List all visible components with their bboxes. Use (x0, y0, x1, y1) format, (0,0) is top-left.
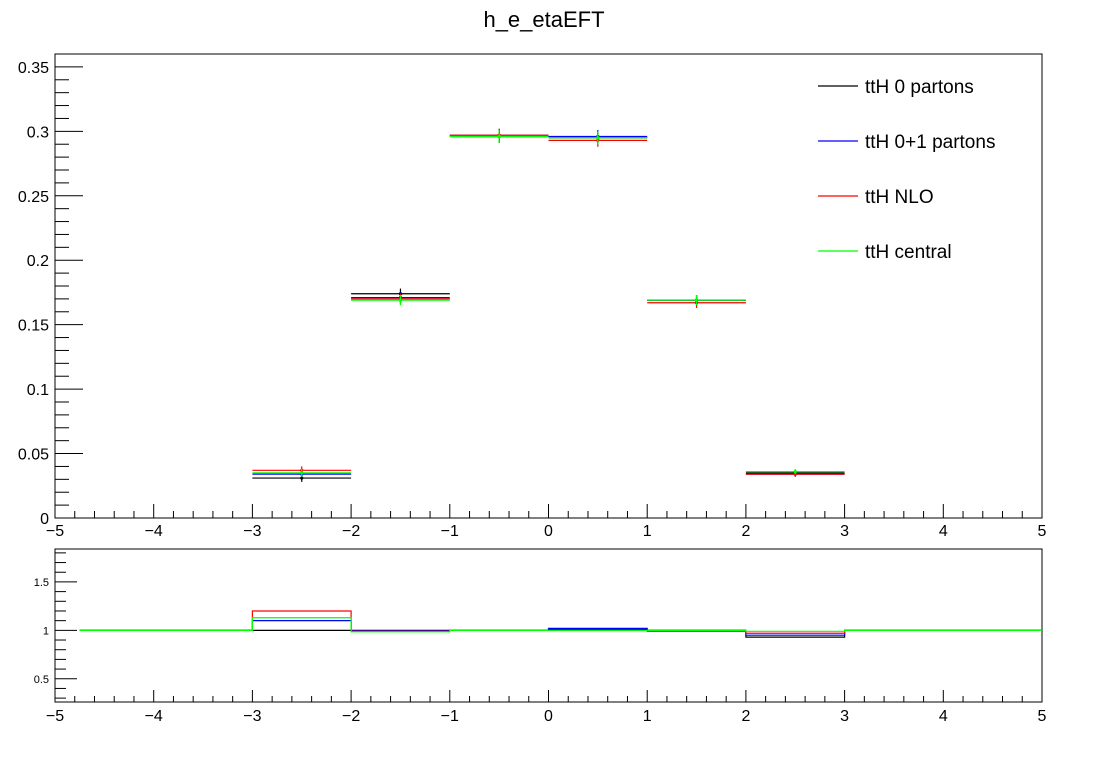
x-tick-label: −2 (342, 708, 360, 725)
chart-title: h_e_etaEFT (483, 7, 604, 32)
legend-label: ttH 0+1 partons (865, 132, 995, 153)
x-tick-label: −3 (243, 523, 261, 540)
data-point-marker (793, 470, 797, 474)
data-point-marker (497, 134, 501, 139)
data-point-marker (398, 298, 403, 302)
main-plot-frame (54, 53, 1043, 519)
ratio-plot-pad: −5 −4 −3 −2 −1 0 1 2 3 4 5 0.5 1 1.5 (34, 548, 1047, 725)
x-tick-label: −1 (441, 523, 459, 540)
y-tick-label: 0.35 (18, 60, 49, 77)
y-tick-label: 0.3 (27, 124, 49, 141)
data-point-marker (596, 136, 600, 140)
legend-label: ttH NLO (865, 187, 934, 208)
y-tick-label: 0.5 (34, 674, 49, 686)
data-point-marker (694, 298, 699, 302)
x-tick-label: 0 (544, 708, 553, 725)
x-tick-label: −1 (441, 708, 459, 725)
y-tick-label: 0.1 (27, 382, 49, 399)
legend: ttH 0 partons ttH 0+1 partons ttH NLO ttH c… (818, 77, 995, 263)
x-tick-label: 1 (643, 708, 652, 725)
legend-label: ttH 0 partons (865, 77, 974, 98)
x-tick-label: 2 (741, 523, 750, 540)
x-tick-label: 5 (1038, 523, 1047, 540)
x-tick-label: 3 (840, 708, 849, 725)
x-tick-label: 5 (1038, 708, 1047, 725)
ratio-plot-frame (54, 548, 1043, 703)
y-tick-label: 0 (40, 511, 49, 528)
x-tick-label: −5 (46, 708, 64, 725)
y-tick-label: 1 (43, 625, 49, 637)
y-tick-label: 0.05 (18, 447, 49, 464)
ratio-series-tth-central (79, 617, 1042, 633)
x-tick-label: −3 (243, 708, 261, 725)
series-tth-central (252, 130, 845, 477)
ratio-series-tth-0-1-partons (79, 620, 1042, 636)
y-tick-label: 0.2 (27, 253, 49, 270)
y-tick-label: 1.5 (34, 577, 49, 589)
x-tick-label: 3 (840, 523, 849, 540)
legend-label: ttH central (865, 242, 952, 263)
x-tick-label: 0 (544, 523, 553, 540)
x-tick-label: 4 (939, 708, 948, 725)
x-tick-label: 1 (643, 523, 652, 540)
x-tick-label: −2 (342, 523, 360, 540)
x-tick-label: 4 (939, 523, 948, 540)
series-tth-0-partons (252, 130, 845, 482)
y-tick-label: 0.15 (18, 318, 49, 335)
x-tick-label: 2 (741, 708, 750, 725)
series-tth-nlo (252, 128, 845, 477)
x-tick-label: −4 (145, 523, 163, 540)
x-tick-label: −4 (145, 708, 163, 725)
x-tick-label: −5 (46, 523, 64, 540)
y-tick-label: 0.25 (18, 189, 49, 206)
data-point-marker (300, 471, 304, 475)
main-plot-pad: −5 −4 −3 −2 −1 0 1 2 3 4 5 0 0.05 0.1 0.15 0.2 0.25 0.3 0.… (18, 53, 1047, 540)
series-tth-0-1-partons (252, 128, 845, 479)
